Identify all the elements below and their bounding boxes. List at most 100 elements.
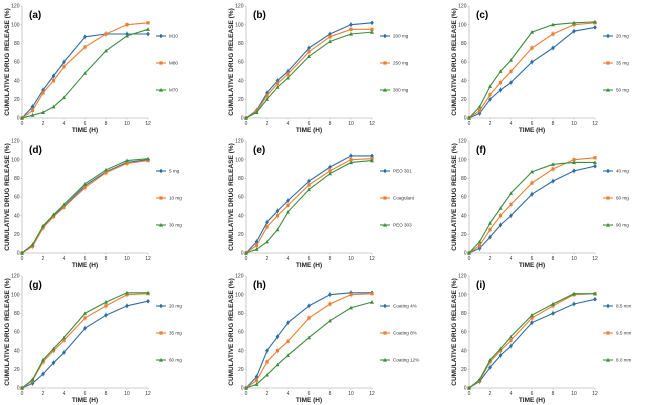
y-tick-label: 60 xyxy=(461,330,467,336)
legend-marker xyxy=(606,331,610,335)
x-tick-label: 6 xyxy=(84,121,87,127)
x-tick-label: 10 xyxy=(571,121,577,127)
x-tick-label: 12 xyxy=(369,121,375,127)
data-point xyxy=(254,247,259,251)
data-point xyxy=(265,94,269,98)
y-axis-title: CUMULATIVE DRUG RELEASE (%) xyxy=(451,278,458,386)
data-point xyxy=(51,79,56,83)
legend-label: 8.0 mm xyxy=(616,358,631,363)
y-tick-label: 80 xyxy=(14,311,20,317)
x-axis-title: TIME (H) xyxy=(72,262,98,269)
data-point xyxy=(509,191,513,195)
y-axis-title: CUMULATIVE DRUG RELEASE (%) xyxy=(4,143,11,251)
series-line xyxy=(21,293,149,389)
data-point xyxy=(62,335,66,340)
data-point xyxy=(551,311,555,316)
data-point xyxy=(83,181,87,186)
legend-marker xyxy=(159,33,163,39)
y-tick-label: 60 xyxy=(238,195,244,201)
legend-label: 60 mg xyxy=(169,358,182,363)
x-tick-label: 6 xyxy=(84,391,87,397)
data-point xyxy=(104,171,108,175)
data-point xyxy=(530,191,534,197)
data-point xyxy=(51,349,56,353)
data-point xyxy=(370,292,374,296)
y-tick-label: 80 xyxy=(14,176,20,182)
legend-label: 50 mg xyxy=(616,88,629,93)
legend-marker xyxy=(606,61,610,65)
y-axis-title: CUMULATIVE DRUG RELEASE (%) xyxy=(451,8,458,116)
legend-marker xyxy=(383,196,387,200)
data-point xyxy=(62,95,66,100)
legend-label: 200 mg xyxy=(393,34,409,39)
chart-panel: 0 20 40 60 80 100 120 0 2 4 6 8 10 12 TIME (H) CUMULATI… xyxy=(4,4,178,134)
x-tick-label: 10 xyxy=(124,256,130,262)
series-line xyxy=(245,22,373,119)
data-point xyxy=(83,45,87,49)
y-tick-label: 100 xyxy=(235,292,244,298)
y-tick-label: 0 xyxy=(241,251,244,257)
y-tick-label: 0 xyxy=(241,386,244,392)
data-point xyxy=(104,300,108,304)
y-tick-label: 40 xyxy=(14,78,20,84)
legend-label: 40 mg xyxy=(616,169,629,174)
data-point xyxy=(83,34,87,40)
legend-marker xyxy=(606,87,610,92)
data-point xyxy=(370,27,374,31)
y-tick-label: 80 xyxy=(461,311,467,317)
data-point xyxy=(593,25,597,30)
data-point xyxy=(328,318,332,323)
x-tick-label: 10 xyxy=(124,121,130,127)
x-tick-label: 0 xyxy=(468,391,471,397)
x-tick-label: 2 xyxy=(42,121,45,127)
data-point xyxy=(593,156,597,160)
x-tick-label: 6 xyxy=(308,256,311,262)
x-tick-label: 2 xyxy=(266,121,269,127)
data-point xyxy=(509,343,513,349)
legend-label: PEO 301 xyxy=(393,169,412,174)
data-point xyxy=(551,178,555,184)
data-point xyxy=(104,48,108,53)
data-point xyxy=(275,349,280,353)
chart-panel: 0 20 40 60 80 100 120 0 2 4 6 8 10 12 TIME (H) CUMULATI… xyxy=(451,274,631,404)
data-point xyxy=(146,21,150,25)
chart-panel: 0 20 40 60 80 100 120 0 2 4 6 8 10 12 TIME (H) CUMULATI… xyxy=(228,4,409,134)
x-tick-label: 0 xyxy=(245,256,248,262)
y-tick-label: 60 xyxy=(238,60,244,66)
series-line xyxy=(21,159,149,254)
data-point xyxy=(41,226,45,230)
data-point xyxy=(509,334,513,339)
y-axis-title: CUMULATIVE DRUG RELEASE (%) xyxy=(228,8,235,116)
data-point xyxy=(572,28,576,34)
x-axis-title: TIME (H) xyxy=(519,127,545,134)
y-tick-label: 80 xyxy=(461,176,467,182)
legend-marker xyxy=(159,331,163,335)
data-point xyxy=(551,45,555,51)
data-point xyxy=(307,187,311,192)
x-tick-label: 2 xyxy=(42,391,45,397)
legend-marker xyxy=(159,87,163,92)
series-line xyxy=(468,293,595,389)
x-tick-label: 10 xyxy=(348,121,354,127)
legend-label: 60 mg xyxy=(616,196,629,201)
x-tick-label: 12 xyxy=(369,256,375,262)
data-point xyxy=(20,115,24,120)
data-point xyxy=(488,357,492,362)
legend-marker xyxy=(159,168,163,174)
x-tick-label: 4 xyxy=(63,391,66,397)
data-point xyxy=(328,39,332,44)
data-point xyxy=(307,183,311,187)
data-point xyxy=(307,54,311,58)
y-tick-label: 120 xyxy=(11,139,20,145)
y-tick-label: 0 xyxy=(17,251,20,257)
panel-label: (f) xyxy=(476,145,486,156)
y-tick-label: 100 xyxy=(11,22,20,28)
data-point xyxy=(30,377,35,382)
legend-marker xyxy=(383,331,387,335)
y-tick-label: 20 xyxy=(14,367,20,373)
legend-marker xyxy=(159,196,163,200)
x-tick-label: 4 xyxy=(287,121,290,127)
data-point xyxy=(551,32,555,36)
legend-marker xyxy=(606,357,610,362)
x-tick-label: 8 xyxy=(552,391,555,397)
